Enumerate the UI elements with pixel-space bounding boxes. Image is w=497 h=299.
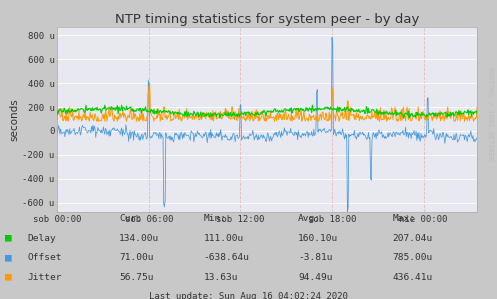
Text: ■: ■ [5, 271, 12, 282]
Text: ■: ■ [5, 233, 12, 243]
Text: Jitter: Jitter [27, 273, 62, 282]
Text: ■: ■ [5, 252, 12, 262]
Text: 207.04u: 207.04u [393, 234, 433, 243]
Text: Max:: Max: [393, 214, 415, 223]
Text: Last update: Sun Aug 16 04:02:24 2020: Last update: Sun Aug 16 04:02:24 2020 [149, 292, 348, 299]
Text: -3.81u: -3.81u [298, 253, 332, 262]
Title: NTP timing statistics for system peer - by day: NTP timing statistics for system peer - … [115, 13, 419, 26]
Text: 56.75u: 56.75u [119, 273, 154, 282]
Text: 71.00u: 71.00u [119, 253, 154, 262]
Y-axis label: seconds: seconds [9, 98, 19, 141]
Text: 436.41u: 436.41u [393, 273, 433, 282]
Text: 111.00u: 111.00u [204, 234, 244, 243]
Text: -638.64u: -638.64u [204, 253, 250, 262]
Text: 160.10u: 160.10u [298, 234, 338, 243]
Text: Delay: Delay [27, 234, 56, 243]
Text: Offset: Offset [27, 253, 62, 262]
Text: 13.63u: 13.63u [204, 273, 238, 282]
Text: Min:: Min: [204, 214, 227, 223]
Text: 134.00u: 134.00u [119, 234, 160, 243]
Text: RRDTOOL / TOBI OETIKER: RRDTOOL / TOBI OETIKER [487, 67, 493, 160]
Text: 785.00u: 785.00u [393, 253, 433, 262]
Text: Avg:: Avg: [298, 214, 321, 223]
Text: 94.49u: 94.49u [298, 273, 332, 282]
Text: Cur:: Cur: [119, 214, 142, 223]
